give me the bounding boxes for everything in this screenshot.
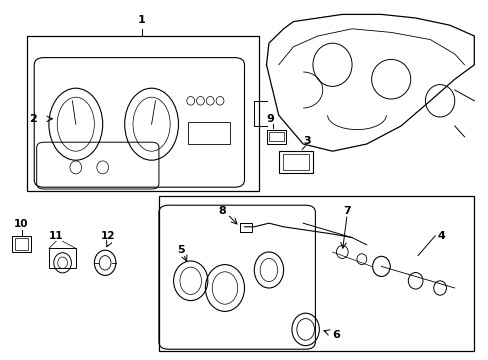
Text: 10: 10 bbox=[14, 219, 28, 229]
Text: 7: 7 bbox=[343, 206, 350, 216]
Bar bbox=[12, 236, 31, 252]
Bar bbox=[15, 238, 28, 250]
Bar bbox=[239, 223, 251, 232]
Bar bbox=[278, 151, 312, 173]
Text: 3: 3 bbox=[303, 136, 310, 146]
Text: 8: 8 bbox=[218, 206, 226, 216]
Text: 12: 12 bbox=[101, 231, 116, 241]
Bar bbox=[282, 154, 308, 170]
Bar bbox=[49, 248, 76, 268]
Bar bbox=[159, 196, 473, 351]
Text: 4: 4 bbox=[437, 231, 445, 241]
Text: 1: 1 bbox=[138, 15, 145, 25]
Bar bbox=[268, 132, 283, 141]
Text: 5: 5 bbox=[177, 245, 184, 255]
Text: 2: 2 bbox=[29, 114, 37, 124]
Text: 11: 11 bbox=[49, 231, 63, 241]
Bar bbox=[188, 122, 229, 144]
Bar bbox=[266, 130, 285, 144]
Bar bbox=[27, 36, 259, 191]
Text: 9: 9 bbox=[266, 114, 274, 124]
Text: 6: 6 bbox=[332, 330, 340, 340]
